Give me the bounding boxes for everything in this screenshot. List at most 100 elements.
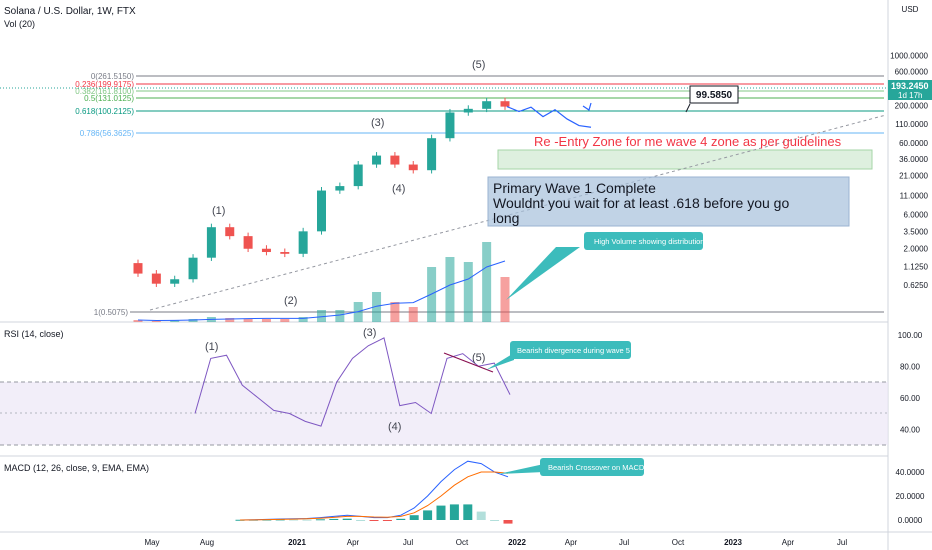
macd-histogram bbox=[235, 504, 513, 524]
price-tick-label: 11.0000 bbox=[900, 192, 929, 201]
reentry-zone[interactable] bbox=[497, 149, 873, 170]
macd-callout-box[interactable] bbox=[540, 458, 644, 476]
rsi-wave-label-1: (1) bbox=[205, 341, 218, 353]
volume-bar bbox=[170, 320, 180, 322]
time-tick-label: Oct bbox=[672, 538, 685, 547]
bar-countdown: 1d 17h bbox=[898, 91, 922, 100]
volume-callout-pointer bbox=[506, 247, 580, 300]
fib-level-label: 1(0.5075) bbox=[94, 308, 129, 317]
last-price-value: 193.2450 bbox=[891, 81, 929, 91]
wave-label-5: (5) bbox=[472, 59, 485, 71]
time-tick-label: 2021 bbox=[288, 538, 306, 547]
rsi-wave-label-4: (4) bbox=[388, 421, 401, 433]
rsi-line bbox=[194, 337, 511, 427]
macd-histogram-bar bbox=[382, 520, 392, 521]
rsi-divergence-line[interactable] bbox=[443, 352, 494, 373]
macd-tick-label: 0.0000 bbox=[898, 516, 923, 525]
candle-body bbox=[482, 101, 492, 109]
macd-histogram-bar bbox=[449, 504, 459, 520]
rsi-band bbox=[0, 382, 888, 445]
volume-bar bbox=[151, 321, 161, 322]
time-tick-label: Jul bbox=[837, 538, 847, 547]
projection-arrowhead bbox=[582, 102, 592, 111]
rsi-callout-box[interactable] bbox=[510, 341, 631, 359]
time-axis[interactable]: May Aug 2021 Apr Jul Oct 2022 Apr Jul Oct 2023 Apr J… bbox=[144, 538, 847, 547]
volume-bars bbox=[133, 242, 510, 322]
price-axis[interactable]: USD1000.0000600.0000350.0000200.0000110.… bbox=[890, 5, 928, 290]
wave-labels[interactable]: (1) (2) (3) (4) (5) bbox=[212, 59, 485, 307]
rsi-tick-label: 60.00 bbox=[900, 394, 921, 403]
volume-callout-text: High Volume showing distribution bbox=[594, 237, 704, 246]
candle-body bbox=[261, 248, 271, 253]
volume-bar bbox=[133, 320, 143, 322]
candle-body bbox=[353, 164, 363, 187]
fib-level-label: 0.5(131.0125) bbox=[84, 94, 134, 103]
fib-level-label: 0(261.5150) bbox=[91, 72, 134, 81]
primary-note-line1: Primary Wave 1 Complete bbox=[493, 180, 656, 196]
rsi-axis[interactable]: 100.00 80.00 60.00 40.00 bbox=[898, 331, 923, 435]
price-tick-label: 0.6250 bbox=[904, 281, 929, 290]
macd-histogram-bar bbox=[409, 515, 419, 520]
time-tick-label: Apr bbox=[565, 538, 578, 547]
price-tick-label: 110.0000 bbox=[895, 120, 928, 129]
wave-label-4: (4) bbox=[392, 183, 405, 195]
target-leader-line bbox=[685, 103, 691, 113]
candle-body bbox=[390, 155, 400, 165]
price-tick-label: 21.0000 bbox=[899, 172, 928, 181]
last-price-tag[interactable] bbox=[888, 80, 932, 100]
macd-callout-pointer bbox=[498, 464, 544, 474]
macd-callout-text: Bearish Crossover on MACD bbox=[548, 463, 645, 472]
time-tick-label: Apr bbox=[782, 538, 795, 547]
candle-body bbox=[335, 186, 345, 191]
candle-body bbox=[206, 227, 216, 258]
candle-body bbox=[372, 155, 382, 165]
candle-body bbox=[243, 236, 253, 249]
fib-level-label: 0.786(56.3625) bbox=[80, 129, 135, 138]
candlesticks bbox=[133, 97, 510, 287]
macd-histogram-bar bbox=[476, 511, 486, 520]
primary-note-box[interactable] bbox=[487, 176, 850, 227]
macd-histogram-bar bbox=[302, 519, 312, 521]
wave-label-1: (1) bbox=[212, 205, 225, 217]
price-tick-label: 1000.0000 bbox=[890, 52, 928, 61]
volume-bar bbox=[445, 257, 455, 322]
target-price-box[interactable] bbox=[689, 85, 739, 104]
price-axis-unit: USD bbox=[902, 5, 919, 14]
candle-body bbox=[133, 263, 143, 274]
macd-histogram-bar bbox=[396, 518, 406, 520]
macd-tick-label: 40.0000 bbox=[896, 468, 925, 477]
rsi-tick-label: 100.00 bbox=[898, 331, 923, 340]
candle-body bbox=[408, 164, 418, 171]
time-tick-label: 2022 bbox=[508, 538, 526, 547]
rsi-wave-label-3: (3) bbox=[363, 327, 376, 339]
candle-body bbox=[298, 231, 308, 254]
macd-histogram-bar bbox=[329, 518, 339, 520]
volume-label: Vol (20) bbox=[4, 19, 35, 29]
macd-histogram-bar bbox=[463, 504, 473, 520]
candle-body bbox=[500, 101, 510, 107]
chart-title: Solana / U.S. Dollar, 1W, FTX bbox=[4, 6, 136, 17]
macd-histogram-bar bbox=[235, 519, 245, 521]
projection-path[interactable] bbox=[506, 106, 592, 128]
volume-bar bbox=[372, 292, 382, 322]
time-tick-label: Aug bbox=[200, 538, 214, 547]
volume-bar bbox=[482, 242, 492, 322]
volume-bar bbox=[390, 302, 400, 322]
volume-bar bbox=[317, 310, 326, 322]
volume-bar bbox=[261, 319, 271, 322]
rsi-title: RSI (14, close) bbox=[4, 329, 64, 339]
macd-histogram-bar bbox=[436, 505, 446, 520]
time-tick-label: Jul bbox=[403, 538, 413, 547]
fibonacci-retracement[interactable]: 0(261.5150)0.236(199.9175)0.382(161.8100… bbox=[0, 72, 888, 317]
volume-bar bbox=[335, 310, 345, 322]
candle-body bbox=[317, 190, 326, 232]
reentry-text[interactable]: Re -Entry Zone for me wave 4 zone as per… bbox=[534, 134, 842, 149]
wave-label-3: (3) bbox=[371, 117, 384, 129]
candle-body bbox=[151, 273, 161, 284]
macd-histogram-bar bbox=[503, 520, 513, 524]
price-tick-label: 60.0000 bbox=[899, 139, 928, 148]
time-tick-label: Jul bbox=[619, 538, 629, 547]
volume-callout-box[interactable] bbox=[584, 232, 703, 250]
macd-axis[interactable]: 40.0000 20.0000 0.0000 bbox=[896, 468, 925, 525]
